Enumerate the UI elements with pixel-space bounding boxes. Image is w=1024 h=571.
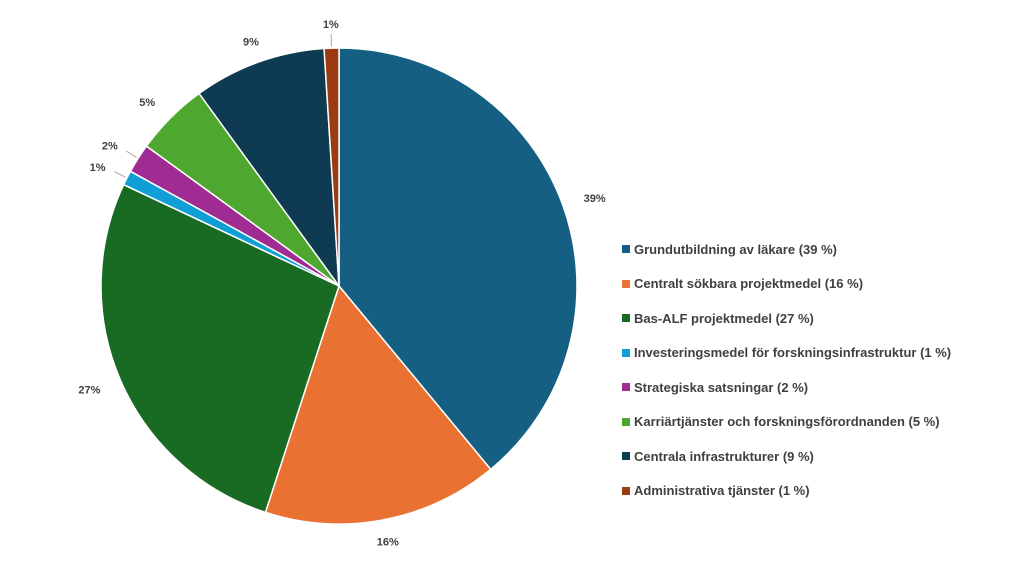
legend-swatch	[622, 348, 630, 357]
leader-lines-layer	[114, 34, 332, 178]
data-label: 16%	[377, 536, 399, 548]
legend: Grundutbildning av läkare (39 %) Centralt…	[622, 232, 951, 508]
data-labels-layer: 39% 16% 27% 1% 2% 5% 9% 1%	[78, 19, 606, 548]
legend-swatch	[622, 383, 630, 392]
legend-label: Investeringsmedel för forskningsinfrastr…	[634, 345, 952, 361]
data-label: 9%	[243, 36, 259, 48]
legend-swatch	[622, 452, 630, 461]
pie-slice	[100, 183, 340, 514]
legend-label: Centrala infrastrukturer (9 %)	[634, 448, 814, 464]
legend-item: Karriärtjänster och forskningsförordnand…	[622, 405, 951, 440]
data-label: 27%	[78, 384, 100, 396]
legend-label: Bas-ALF projektmedel (27 %)	[634, 310, 814, 326]
data-label: 1%	[323, 19, 339, 31]
legend-item: Centrala infrastrukturer (9 %)	[622, 439, 951, 474]
slices-layer	[100, 47, 578, 525]
legend-item: Administrativa tjänster (1 %)	[622, 474, 951, 509]
legend-item: Investeringsmedel för forskningsinfrastr…	[622, 336, 951, 371]
data-label: 39%	[584, 193, 606, 205]
data-label: 2%	[102, 141, 118, 153]
legend-swatch	[622, 245, 630, 254]
legend-swatch	[622, 486, 630, 495]
leader-line	[125, 150, 137, 158]
legend-item: Strategiska satsningar (2 %)	[622, 370, 951, 405]
legend-swatch	[622, 279, 630, 288]
legend-label: Karriärtjänster och forskningsförordnand…	[634, 414, 940, 430]
data-label: 1%	[90, 162, 106, 174]
legend-label: Strategiska satsningar (2 %)	[634, 379, 809, 395]
legend-label: Grundutbildning av läkare (39 %)	[634, 241, 837, 257]
leader-line	[114, 171, 126, 178]
legend-item: Grundutbildning av läkare (39 %)	[622, 232, 951, 267]
pie-slice	[264, 284, 492, 525]
legend-item: Bas-ALF projektmedel (27 %)	[622, 301, 951, 336]
legend-label: Administrativa tjänster (1 %)	[634, 483, 810, 499]
pie-slice	[198, 47, 340, 289]
legend-swatch	[622, 417, 630, 426]
pie-slice	[323, 47, 340, 287]
legend-label: Centralt sökbara projektmedel (16 %)	[634, 276, 864, 292]
data-label: 5%	[139, 97, 155, 109]
legend-swatch	[622, 314, 630, 323]
pie-slice	[338, 47, 578, 471]
legend-item: Centralt sökbara projektmedel (16 %)	[622, 267, 951, 302]
